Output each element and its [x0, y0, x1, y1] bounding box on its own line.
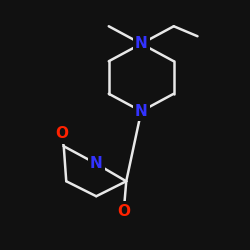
Text: O: O — [117, 204, 130, 219]
Text: N: N — [135, 36, 147, 51]
Text: N: N — [135, 104, 147, 119]
Text: N: N — [90, 156, 103, 171]
Text: O: O — [55, 126, 68, 141]
